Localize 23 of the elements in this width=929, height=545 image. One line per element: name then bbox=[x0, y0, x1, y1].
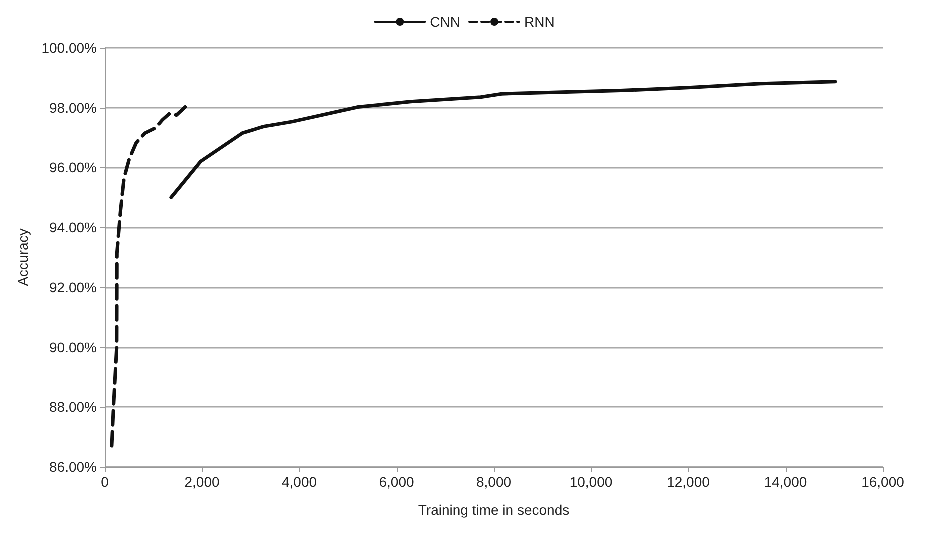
line-series bbox=[170, 80, 838, 200]
y-tick-label: 94.00% bbox=[50, 220, 97, 236]
y-tick-label: 88.00% bbox=[50, 399, 97, 416]
x-tick-label: 16,000 bbox=[862, 474, 905, 490]
legend-label: RNN bbox=[524, 14, 555, 30]
x-axis-title: Training time in seconds bbox=[418, 502, 570, 518]
legend-label: CNN bbox=[430, 14, 461, 30]
y-axis-title: Accuracy bbox=[15, 228, 31, 286]
x-tick-label: 4,000 bbox=[282, 474, 318, 490]
x-tick-label: 6,000 bbox=[379, 474, 414, 490]
line-series bbox=[110, 106, 188, 448]
x-tick-label: 8,000 bbox=[476, 474, 512, 490]
y-tick-label: 100.00% bbox=[42, 40, 97, 56]
x-tick-label: 0 bbox=[101, 474, 110, 490]
y-tick-label: 98.00% bbox=[50, 100, 97, 116]
x-tick-label: 10,000 bbox=[570, 474, 613, 490]
y-tick-label: 90.00% bbox=[50, 339, 97, 356]
x-tick-label: 2,000 bbox=[184, 474, 220, 490]
y-tick-label: 96.00% bbox=[50, 160, 97, 176]
x-tick-label: 12,000 bbox=[667, 474, 710, 490]
y-tick-label: 92.00% bbox=[50, 279, 97, 296]
x-tick-label: 14,000 bbox=[764, 474, 808, 490]
y-tick-label: 86.00% bbox=[50, 459, 97, 475]
